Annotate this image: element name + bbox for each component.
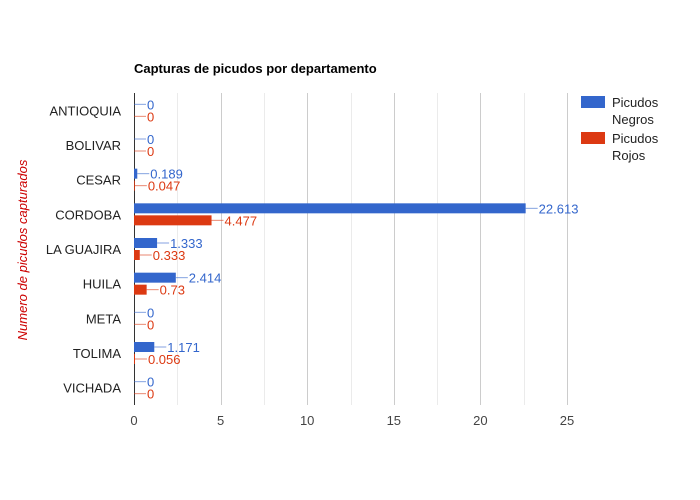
bar-negros: [134, 203, 526, 214]
x-tick-label: 5: [217, 413, 224, 428]
chart-title: Capturas de picudos por departamento: [134, 61, 377, 76]
legend-label: Negros: [612, 112, 654, 127]
x-tick-label: 10: [300, 413, 314, 428]
data-label: 0: [147, 317, 154, 332]
data-label: 0: [147, 305, 154, 320]
category-label: CORDOBA: [55, 207, 121, 222]
category-label: VICHADA: [63, 381, 121, 396]
data-label: 0: [147, 132, 154, 147]
x-tick-label: 20: [473, 413, 487, 428]
bar-rojos: [134, 250, 140, 260]
category-label: TOLIMA: [73, 346, 121, 361]
data-label: 2.414: [189, 271, 222, 286]
bar-rojos: [134, 180, 135, 191]
bar-negros: [134, 238, 158, 248]
legend-swatch: [581, 96, 605, 108]
data-label: 1.171: [167, 340, 200, 355]
data-label: 1.333: [170, 236, 203, 251]
category-label: META: [86, 311, 121, 326]
bar-rojos: [134, 354, 135, 364]
bar-negros: [134, 272, 176, 283]
y-axis-title: Numero de picudos capturados: [15, 159, 30, 340]
data-label: 0.73: [160, 283, 185, 298]
bar-rojos: [134, 215, 212, 226]
legend-label: Picudos: [612, 95, 659, 110]
x-tick-label: 15: [387, 413, 401, 428]
data-label: 4.477: [225, 213, 258, 228]
category-label: BOLIVAR: [66, 138, 121, 153]
data-label: 0.333: [153, 248, 186, 263]
data-label: 0.047: [148, 179, 181, 194]
category-label: CESAR: [76, 173, 121, 188]
x-tick-label: 0: [130, 413, 137, 428]
bar-negros: [134, 168, 138, 179]
data-label: 0.056: [148, 352, 181, 367]
legend-label: Rojos: [612, 148, 646, 163]
data-label: 0: [147, 109, 154, 124]
category-label: LA GUAJIRA: [46, 242, 121, 257]
legend-label: Picudos: [612, 131, 659, 146]
bar-layer: [134, 168, 526, 364]
bar-rojos: [134, 284, 147, 295]
data-label: 0: [147, 97, 154, 112]
data-label: 0: [147, 144, 154, 159]
category-label: ANTIOQUIA: [49, 103, 121, 118]
category-label: HUILA: [83, 277, 122, 292]
grid-layer: [134, 93, 568, 405]
legend-swatch: [581, 132, 605, 144]
legend: Picudos Negros Picudos Rojos: [581, 95, 659, 163]
bar-negros: [134, 342, 155, 352]
data-label: 0.189: [150, 167, 183, 182]
data-label: 0: [147, 387, 154, 402]
data-label: 0: [147, 375, 154, 390]
x-tick-label: 25: [560, 413, 574, 428]
data-label: 22.613: [539, 201, 579, 216]
